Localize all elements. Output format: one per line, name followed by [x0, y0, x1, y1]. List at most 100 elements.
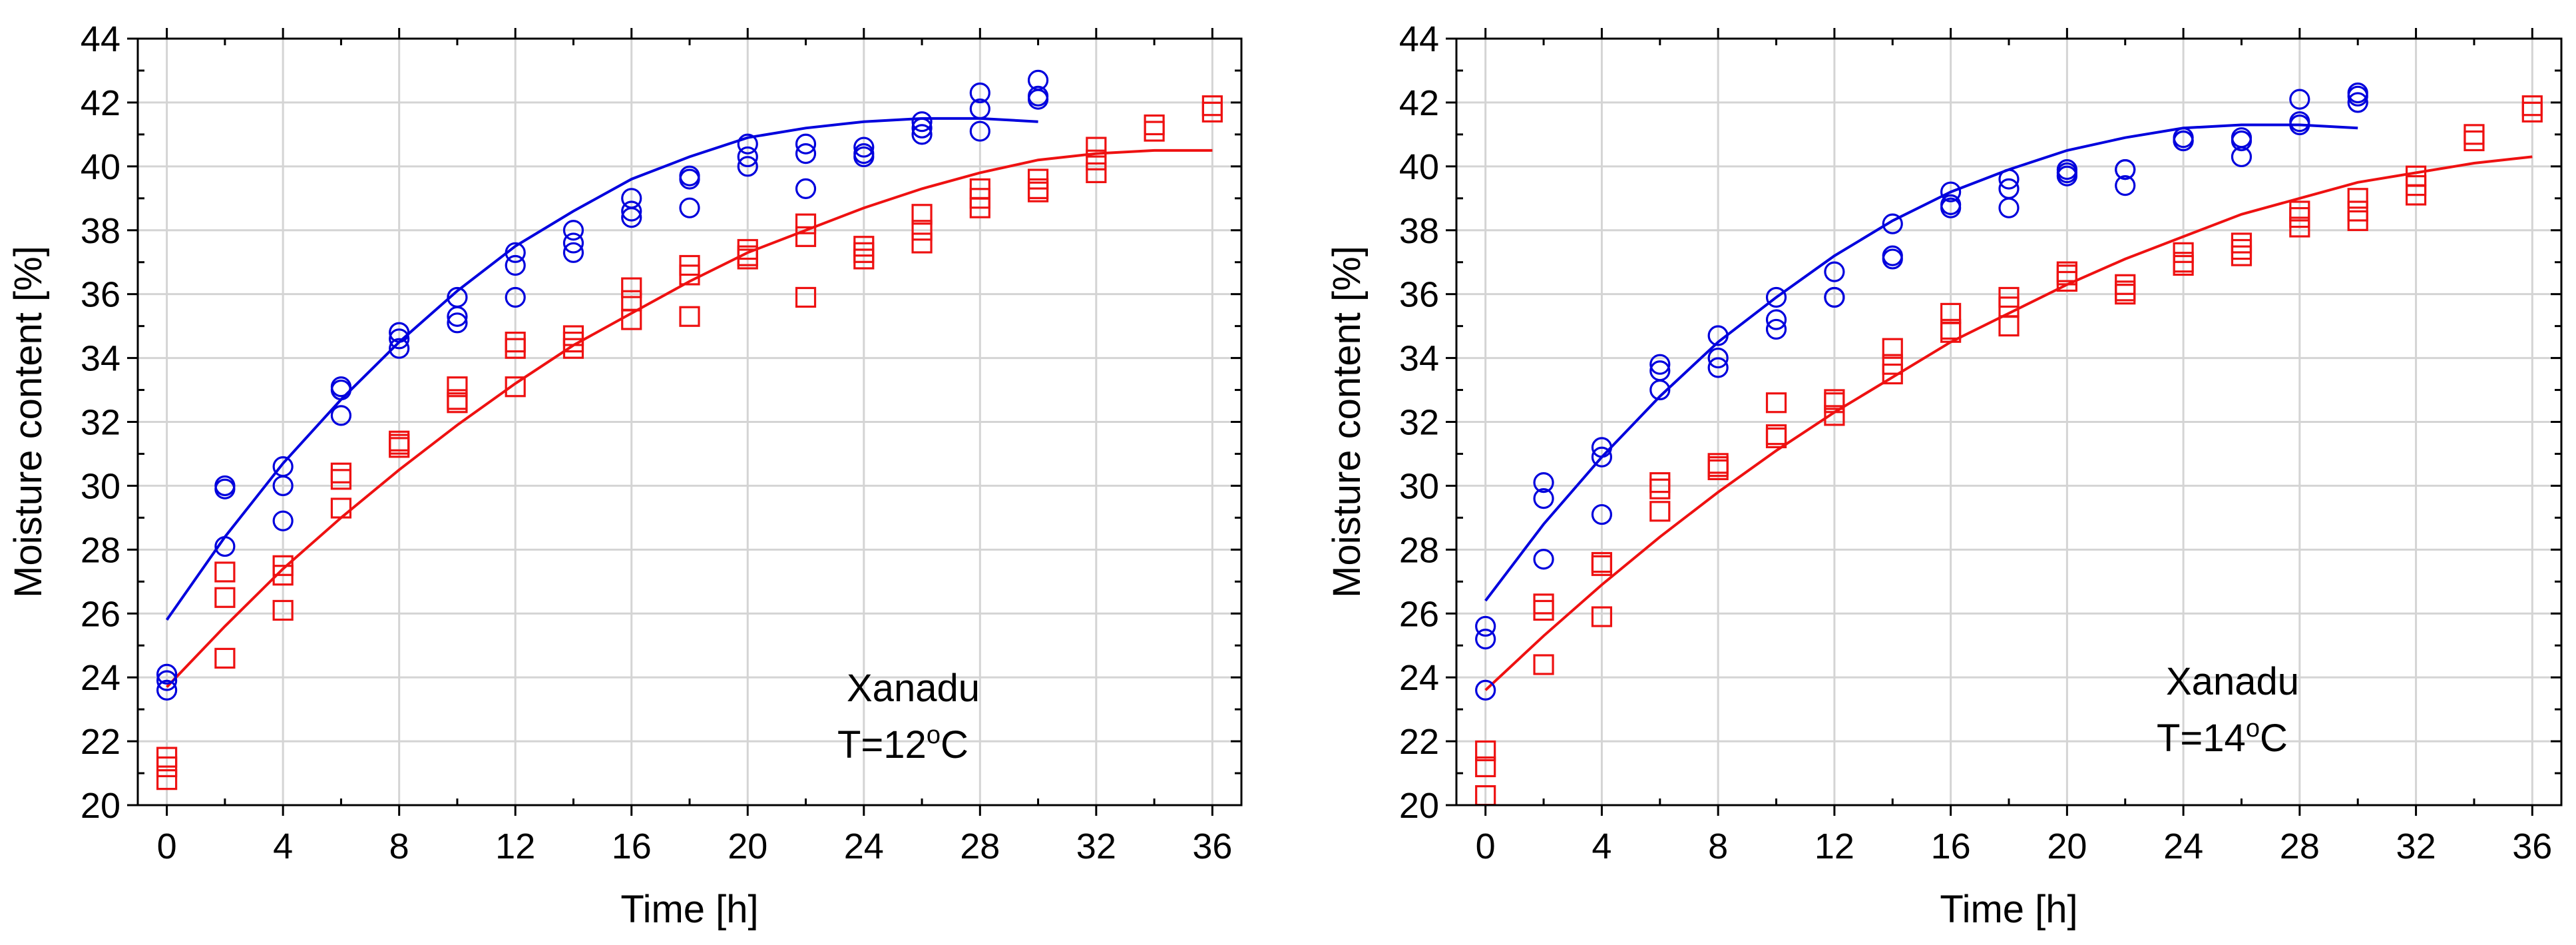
data-point-square	[1201, 101, 1223, 123]
data-point-square	[911, 220, 933, 241]
data-point-circle	[2347, 92, 2368, 113]
data-point-circle	[389, 322, 410, 343]
fit-line-circles-fit	[1484, 123, 2358, 602]
data-point-square	[2115, 284, 2136, 305]
y-tick-label: 40	[1399, 147, 1439, 187]
data-point-square	[1882, 363, 1903, 385]
data-point-square	[447, 392, 468, 414]
data-point-circle	[272, 510, 294, 531]
data-point-square	[1649, 501, 1671, 522]
y-tick-label: 40	[81, 147, 120, 187]
data-point-circle	[2056, 165, 2077, 186]
data-point-circle	[1707, 357, 1729, 378]
data-point-square	[621, 309, 642, 330]
data-point-circle	[2289, 89, 2310, 110]
data-point-circle	[2115, 159, 2136, 180]
data-point-square	[969, 197, 990, 218]
data-point-circle	[505, 254, 526, 276]
data-point-square	[330, 462, 352, 483]
data-point-circle	[1533, 487, 1554, 509]
x-tick-label: 12	[1815, 826, 1854, 866]
y-tick-label: 22	[81, 722, 120, 762]
x-tick-label: 0	[157, 826, 177, 866]
y-tick-label: 44	[81, 19, 120, 59]
data-point-square	[1475, 756, 1496, 778]
data-point-circle	[2231, 130, 2253, 152]
data-point-circle	[1940, 197, 1962, 218]
annotation-variety: Xanadu	[847, 667, 980, 710]
data-point-square	[1824, 392, 1845, 414]
data-point-circle	[1649, 354, 1671, 375]
data-point-circle	[1591, 437, 1613, 458]
x-tick-label: 32	[2396, 826, 2436, 866]
data-point-square	[562, 338, 584, 359]
data-point-circle	[505, 286, 526, 308]
data-point-circle	[562, 220, 584, 241]
y-tick-label: 42	[1399, 83, 1439, 123]
data-point-circle	[1707, 325, 1729, 346]
x-tick-label: 16	[612, 826, 652, 866]
y-tick-label: 36	[81, 275, 120, 315]
y-tick-label: 26	[1399, 594, 1439, 634]
data-point-square	[2347, 210, 2368, 231]
data-point-circle	[1765, 286, 1787, 308]
data-point-circle	[1591, 446, 1613, 468]
chart-panel-1: 20 22 24 26 28 30 32 34 36 38 40 42 44 0 4 8 12 16 20 24 28 3…	[7, 19, 1243, 931]
data-point-square	[1086, 162, 1107, 184]
data-point-circle	[2231, 146, 2253, 168]
data-point-circle	[795, 133, 817, 155]
data-point-square	[795, 213, 817, 234]
data-point-circle	[911, 111, 933, 133]
y-tick-label: 30	[1399, 466, 1439, 506]
data-point-square	[1707, 459, 1729, 481]
x-tick-label: 4	[1592, 826, 1611, 866]
data-point-square	[505, 338, 526, 359]
x-tick-label: 24	[844, 826, 884, 866]
y-tick-label: 42	[81, 83, 120, 123]
data-point-circle	[1998, 197, 2020, 218]
y-tick-label: 28	[1399, 530, 1439, 570]
data-point-square	[1591, 555, 1613, 576]
annotation-temp-degree: o	[2246, 715, 2260, 743]
data-point-circle	[1591, 503, 1613, 525]
data-point-square	[1144, 114, 1165, 136]
y-axis-label: Moisture content [%]	[1325, 246, 1369, 598]
data-point-circle	[562, 242, 584, 263]
data-point-circle	[214, 478, 236, 499]
annotation-temp-prefix: T=12	[837, 723, 927, 767]
data-point-circle	[2115, 175, 2136, 196]
data-point-square	[272, 599, 294, 621]
x-tick-label: 36	[1192, 826, 1232, 866]
y-tick-label: 20	[81, 786, 120, 826]
annotation-temp-unit: C	[2260, 717, 2288, 760]
y-tick-label: 20	[1399, 786, 1439, 826]
data-point-circle	[1027, 89, 1049, 110]
data-point-circle	[969, 121, 990, 142]
data-point-circle	[214, 535, 236, 557]
data-point-square	[1086, 149, 1107, 170]
data-point-square	[1824, 405, 1845, 426]
annotation-variety: Xanadu	[2166, 660, 2299, 703]
x-tick-label: 8	[1708, 826, 1728, 866]
data-point-circle	[447, 306, 468, 327]
x-tick-label: 4	[273, 826, 293, 866]
data-point-square	[2464, 130, 2485, 152]
y-tick-label: 24	[1399, 658, 1439, 698]
data-point-circle	[679, 168, 700, 190]
data-point-circle	[330, 405, 352, 426]
data-point-square	[621, 277, 642, 298]
data-point-circle	[737, 146, 758, 168]
data-point-square	[1649, 472, 1671, 493]
y-tick-label: 32	[81, 403, 120, 443]
x-tick-label: 28	[960, 826, 1000, 866]
annotation-temperature: T=14oC	[2157, 715, 2288, 760]
data-point-circle	[562, 232, 584, 254]
data-point-circle	[969, 82, 990, 104]
y-tick-label: 24	[81, 658, 120, 698]
data-point-square	[1027, 181, 1049, 202]
x-tick-label: 12	[495, 826, 535, 866]
data-point-circle	[795, 143, 817, 164]
data-point-circle	[911, 117, 933, 139]
data-point-square	[911, 204, 933, 225]
data-point-square	[1533, 654, 1554, 675]
